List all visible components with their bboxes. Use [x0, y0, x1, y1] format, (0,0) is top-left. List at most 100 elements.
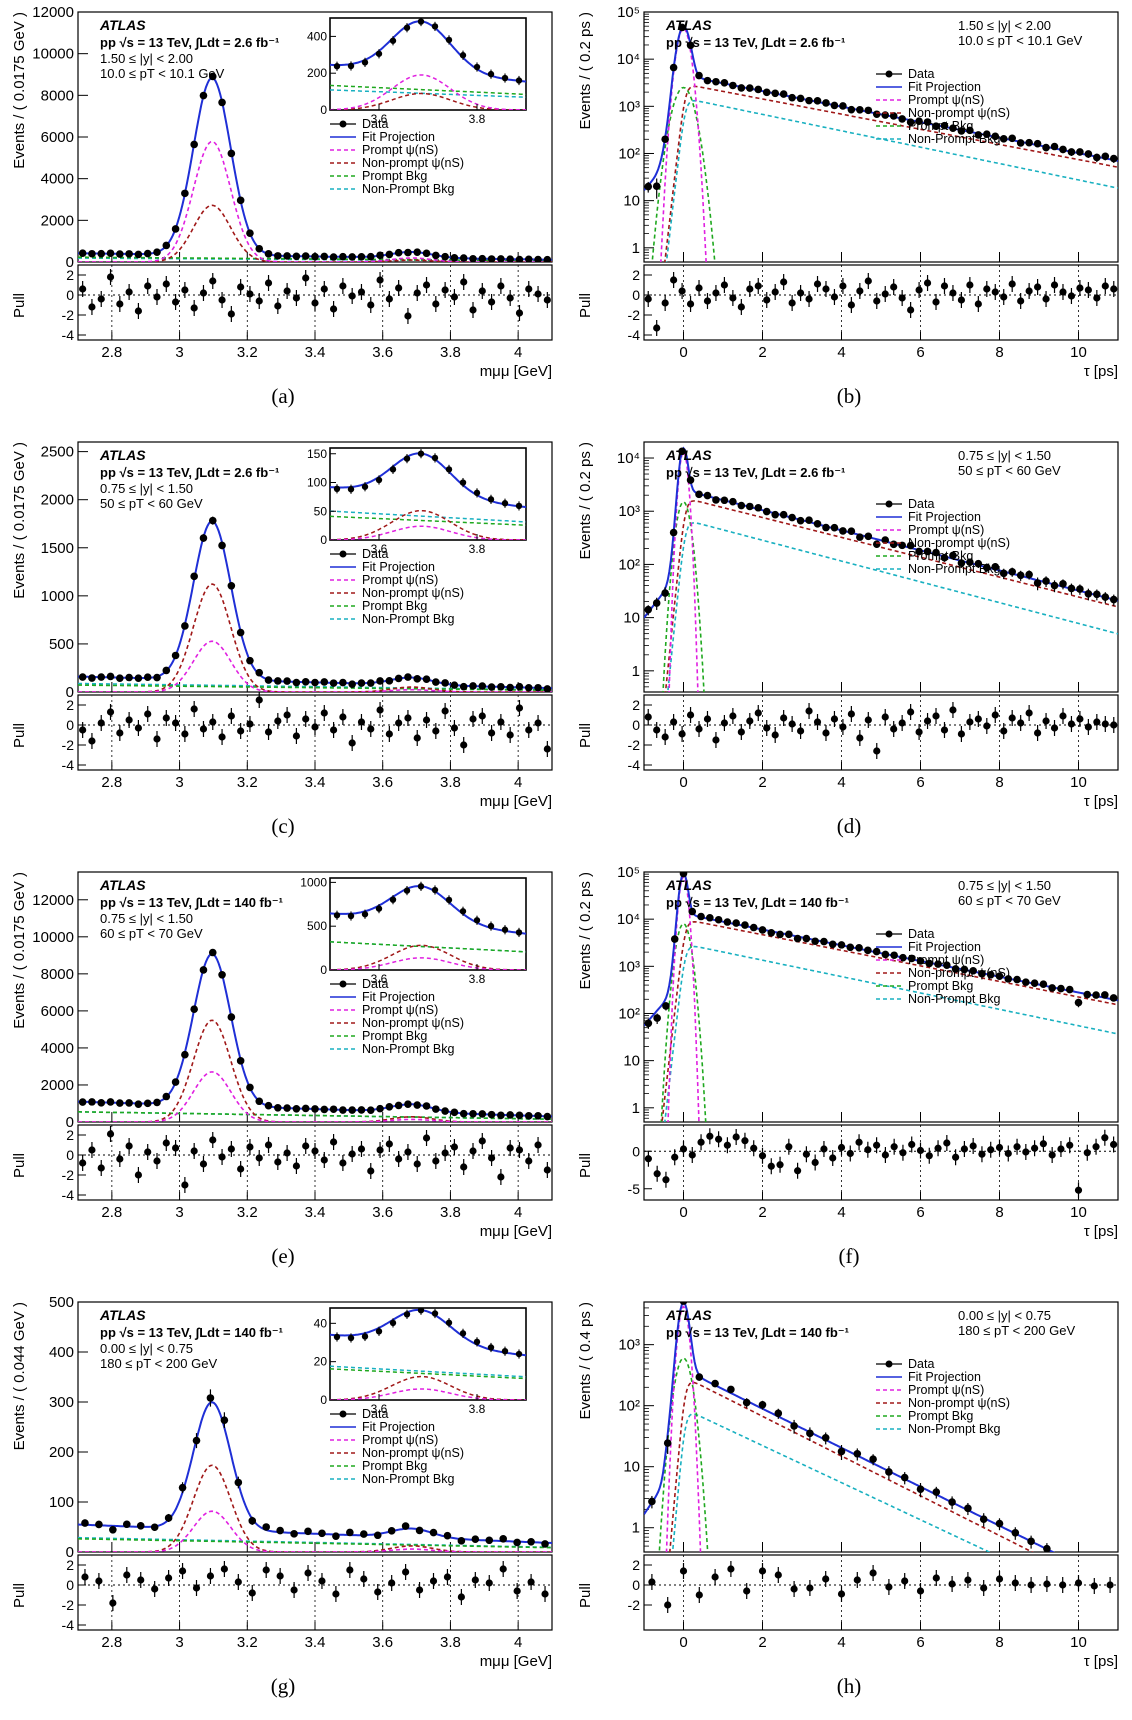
pull-point [395, 1155, 403, 1163]
data-point [227, 149, 236, 158]
x-tick-label: 3.6 [372, 774, 393, 791]
pull-point [864, 277, 872, 285]
pull-point [450, 1143, 459, 1151]
pull-point [695, 725, 703, 733]
pull-point [1000, 293, 1008, 301]
pull-point [758, 1567, 767, 1575]
pull-point [413, 734, 421, 742]
pull-point [908, 1140, 916, 1149]
inset-data-point [459, 1330, 467, 1337]
data-point [813, 97, 822, 105]
pull-point [1076, 715, 1084, 723]
pull-point [506, 1144, 514, 1152]
bin-label: 0.75 ≤ |y| < 1.50 [958, 448, 1051, 463]
bin-label: 180 ≤ pT < 200 GeV [100, 1356, 217, 1371]
x-tick-label: 10 [1070, 774, 1087, 791]
bin-label: 0.00 ≤ |y| < 0.75 [100, 1341, 193, 1356]
pull-point [788, 720, 796, 728]
pull-point [890, 283, 898, 291]
x-tick-label: 10 [1070, 1204, 1087, 1221]
data-point [150, 1523, 159, 1532]
pull-point [1093, 718, 1101, 726]
curves-group [644, 1302, 1056, 1552]
panel-caption: (g) [270, 1674, 296, 1698]
data-point [869, 1455, 877, 1463]
pull-point [670, 276, 678, 284]
pull-point [653, 324, 661, 332]
inset-plot: 0 200 400 3.6 3.8 [307, 17, 527, 126]
pull-point [227, 310, 235, 318]
panel-caption: (c) [271, 814, 295, 838]
data-point [881, 950, 890, 959]
x-axis-label: mμμ [GeV] [480, 1223, 552, 1240]
data-point [669, 63, 678, 72]
data-point [720, 78, 729, 87]
data-point [366, 252, 375, 261]
pull-point [771, 288, 779, 296]
inset-prompt-bkg-curve [330, 515, 526, 526]
data-point [441, 679, 449, 687]
data-point [697, 912, 705, 921]
data-point [679, 872, 688, 878]
pull-point [329, 726, 338, 734]
data-point [932, 122, 940, 130]
pull-axis-label: Pull [11, 1153, 28, 1178]
pull-point [171, 1144, 180, 1152]
pull-point [264, 279, 273, 287]
inset-data-point [417, 450, 425, 457]
pull-point [534, 719, 542, 727]
bin-label: 1.50 ≤ |y| < 2.00 [100, 51, 193, 66]
data-point [1004, 975, 1013, 983]
pull-point [534, 1141, 542, 1149]
pull-point [974, 300, 982, 308]
data-point [948, 1498, 956, 1506]
data-point [506, 255, 514, 262]
data-point [703, 76, 712, 85]
pull-point [395, 719, 403, 727]
pull-y-tick-label: -4 [62, 327, 75, 343]
data-point [1059, 145, 1067, 154]
data-point [1033, 139, 1042, 148]
prompt-psi-curve [78, 140, 552, 262]
data-point [885, 1468, 893, 1476]
y-tick-label: 200 [49, 1444, 74, 1461]
y-tick-label: 4000 [41, 171, 74, 188]
legend-entry: Non-Prompt Bkg [908, 132, 1000, 146]
pull-point [255, 696, 263, 704]
legend-entry: Fit Projection [362, 1420, 435, 1434]
pull-point [357, 288, 366, 296]
pull-point [525, 726, 533, 734]
x-tick-label: 4 [514, 1204, 522, 1221]
legend-entry: Prompt ψ(nS) [908, 523, 984, 537]
pull-point [292, 294, 301, 302]
data-point [404, 1100, 412, 1109]
x-tick-label: 0 [679, 344, 687, 361]
data-point [661, 589, 669, 597]
inset-y-tick-label: 200 [307, 66, 327, 80]
data-point [966, 126, 974, 135]
inset-y-tick-label: 1000 [300, 875, 327, 889]
pull-point [283, 711, 291, 719]
pull-point [932, 298, 940, 306]
pull-point [515, 704, 524, 712]
data-point [487, 255, 496, 262]
y-tick-label: 10 [623, 1053, 640, 1070]
pull-y-tick-label: 0 [66, 1147, 74, 1163]
legend-entry: Non-Prompt Bkg [362, 612, 454, 626]
data-point [95, 1520, 103, 1529]
inset-y-tick-label: 100 [307, 476, 327, 490]
pull-point [88, 1146, 96, 1154]
pull-point [525, 1157, 533, 1165]
data-point [830, 523, 839, 532]
data-point [872, 947, 881, 956]
inset-y-tick-label: 0 [320, 963, 327, 977]
legend-marker-data [339, 550, 347, 558]
legend-entry: Prompt Bkg [908, 1409, 973, 1423]
data-point [648, 1497, 656, 1506]
y-tick-label: 1000 [41, 588, 74, 605]
x-tick-label: 3.4 [305, 344, 326, 361]
inset-nonprompt-psi-curve [330, 1375, 526, 1400]
pull-point [116, 729, 124, 737]
pull-point [712, 736, 720, 744]
x-tick-label: 4 [837, 774, 845, 791]
